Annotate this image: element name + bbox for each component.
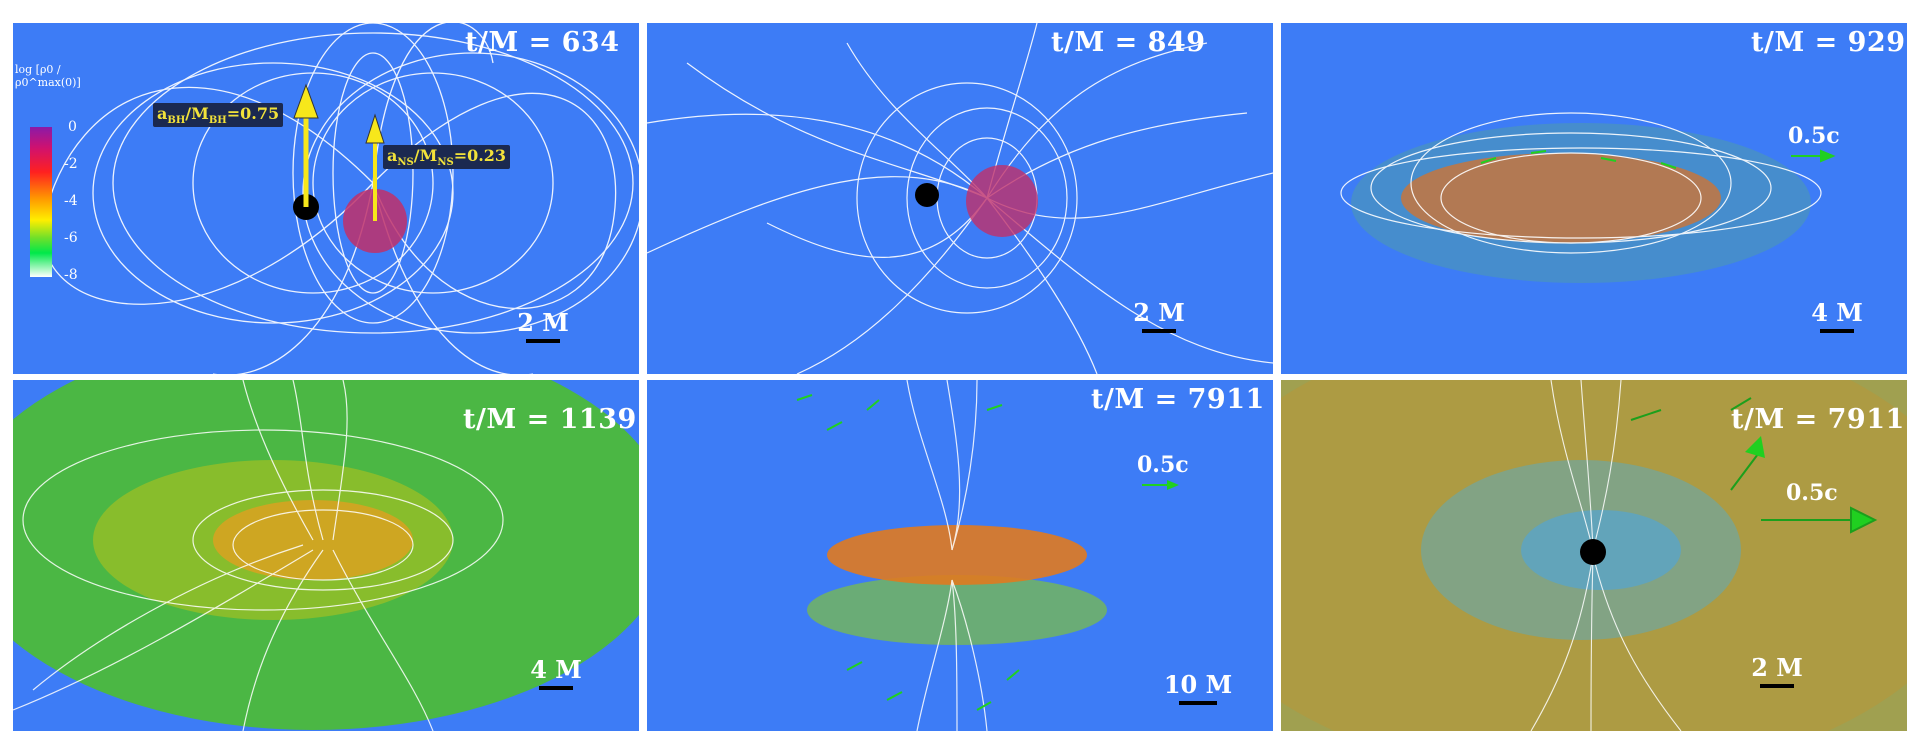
scale-label: 2 M <box>517 308 569 337</box>
ns-spin-label: aNS/MNS=0.23 <box>383 145 511 170</box>
field-lines-4 <box>13 380 639 731</box>
field-lines-3 <box>1340 112 1836 283</box>
scale-bar: 2 M <box>503 308 583 343</box>
scale-label: 4 M <box>1811 298 1863 327</box>
ns-spin-arrow <box>365 113 385 144</box>
bh-spin-arrow <box>293 83 319 119</box>
neutron-star <box>966 165 1038 237</box>
field-lines-1 <box>42 23 639 374</box>
velocity-label: 0.5c <box>1786 480 1838 506</box>
panel-6: t/M = 7911 0.5c 2 M <box>1281 380 1907 731</box>
time-label: t/M = 7911 <box>1731 404 1905 435</box>
time-label: t/M = 1139 <box>463 404 637 435</box>
scale-bar: 4 M <box>516 655 596 690</box>
scale-bar: 10 M <box>1151 670 1245 705</box>
panel-3: t/M = 929 0.5c 4 M <box>1281 23 1907 374</box>
time-label: t/M = 7911 <box>1091 384 1265 415</box>
scale-bar: 2 M <box>1737 653 1817 688</box>
colorbar-tick: -2 <box>64 156 78 172</box>
colorbar-title: log [ρ0 / ρ0^max(0)] <box>15 63 81 89</box>
velocity-label: 0.5c <box>1137 452 1189 478</box>
colorbar-tick: 0 <box>68 119 77 135</box>
panel-4: t/M = 1139 4 M <box>13 380 639 731</box>
panel-1: log [ρ0 / ρ0^max(0)] 0 -2 -4 -6 -8 aBH/M… <box>13 23 639 374</box>
field-lines-2 <box>647 23 1273 374</box>
scale-bar: 4 M <box>1797 298 1877 333</box>
colorbar-tick: -4 <box>64 193 78 209</box>
panel-2: t/M = 849 2 M <box>647 23 1273 374</box>
time-label: t/M = 929 <box>1751 27 1906 58</box>
field-lines-6 <box>1281 380 1907 731</box>
time-label: t/M = 849 <box>1051 27 1206 58</box>
scale-bar: 2 M <box>1119 298 1199 333</box>
colorbar <box>30 127 52 277</box>
colorbar-tick: -6 <box>64 230 78 246</box>
black-hole <box>1580 539 1606 565</box>
scale-label: 4 M <box>530 655 582 684</box>
bh-spin-label: aBH/MBH=0.75 <box>153 103 284 128</box>
scale-label: 2 M <box>1751 653 1803 682</box>
panel-5: t/M = 7911 0.5c 10 M <box>647 380 1273 731</box>
time-label: t/M = 634 <box>465 27 620 58</box>
black-hole <box>915 183 939 207</box>
velocity-label: 0.5c <box>1788 123 1840 149</box>
scale-label: 2 M <box>1133 298 1185 327</box>
colorbar-tick: -8 <box>64 267 78 283</box>
scale-label: 10 M <box>1163 670 1233 699</box>
field-lines-5 <box>796 380 1179 731</box>
